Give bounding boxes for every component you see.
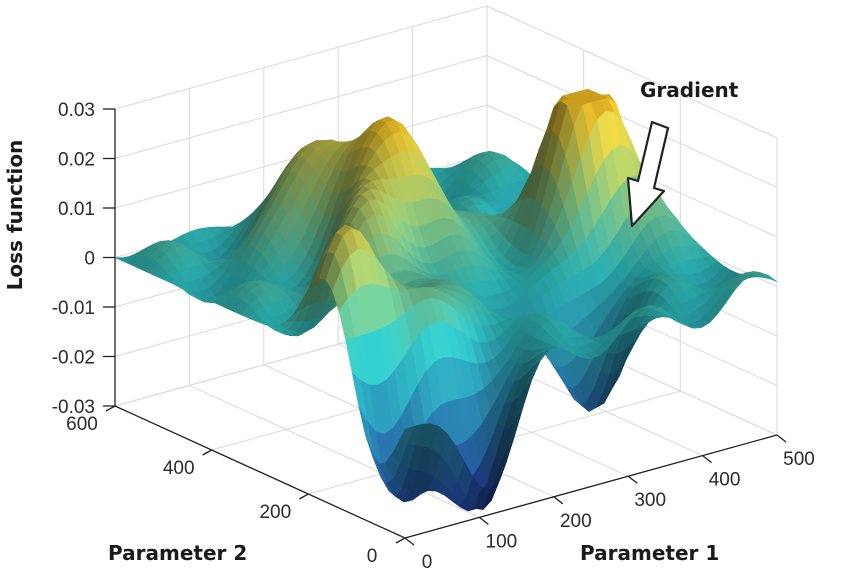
x-tick-mark [702,455,712,464]
z-tick-label: -0.03 [52,397,95,418]
y-tick-label: 200 [259,502,291,523]
x-tick-label: 0 [422,552,433,573]
x-tick-label: 500 [783,449,815,470]
y-tick-mark [299,493,309,500]
gradient-annotation: Gradient [640,78,739,102]
x-axis-label: Parameter 1 [580,541,719,565]
grid-line [114,55,488,159]
y-axis-line [114,405,406,539]
grid-line [486,55,778,188]
grid-line [486,5,778,139]
y-tick-label: 0 [367,546,378,567]
x-tick-label: 100 [486,531,518,552]
z-tick-label: -0.01 [52,298,95,319]
x-tick-label: 200 [560,511,592,532]
x-tick-label: 300 [634,490,666,511]
x-tick-mark [404,537,415,546]
z-tick-label: -0.02 [52,348,95,369]
y-tick-mark [105,405,116,412]
z-tick-label: 0 [84,249,95,270]
x-tick-mark [776,434,787,443]
x-tick-label: 400 [709,470,741,491]
z-tick-label: 0.01 [58,199,95,220]
z-axis-label: Loss function [3,140,27,291]
x-tick-mark [553,496,564,505]
grid-line [114,5,488,110]
surface-facet [397,426,415,445]
x-tick-mark [627,475,638,484]
loss-surface [114,88,778,512]
y-tick-mark [395,537,406,544]
x-axis-line [404,434,778,539]
grid-line [189,384,480,518]
chart-axes: 0 100 200 300 400 500 0 200 400 600-0.03 -0.02 -0.0… [52,100,815,573]
z-tick-label: 0.02 [58,150,95,171]
gradient-arrow-icon [626,120,670,228]
z-tick-label: 0.03 [58,100,95,121]
x-tick-mark [479,516,489,525]
y-tick-mark [202,449,212,456]
y-tick-label: 600 [66,414,98,435]
y-axis-label: Parameter 2 [108,541,247,565]
y-tick-label: 400 [163,458,195,479]
